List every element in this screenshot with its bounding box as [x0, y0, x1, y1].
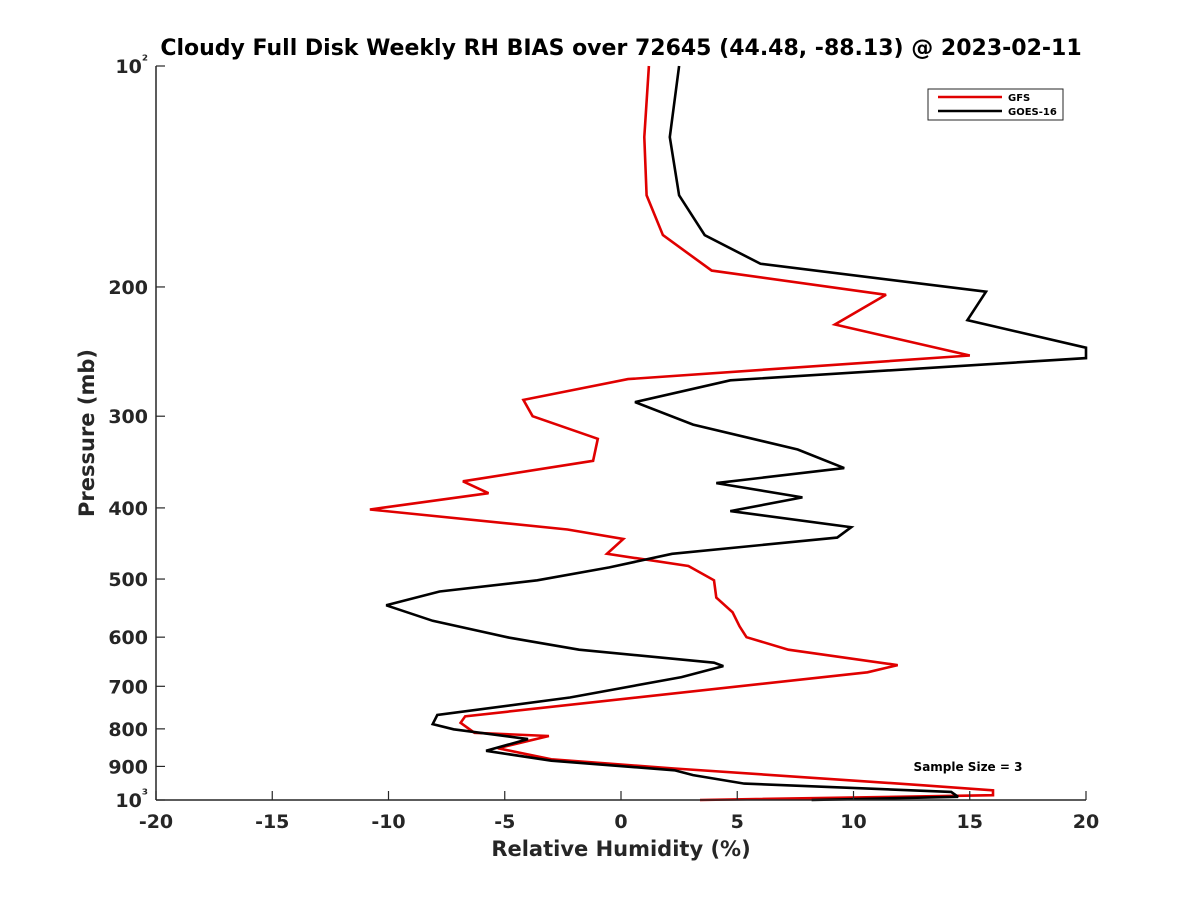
y-tick-label: 10³: [115, 787, 148, 812]
y-axis: 10² 200 300 400 500 600 700 800 900 10³: [108, 53, 165, 812]
y-tick-label: 600: [108, 627, 148, 649]
y-axis-label: Pressure (mb): [75, 349, 99, 517]
x-tick-label: -5: [494, 811, 515, 833]
y-tick-label: 400: [108, 498, 148, 520]
legend-box: [927, 88, 1064, 121]
legend-label-gfs: GFS: [1008, 93, 1030, 104]
series-line-goes16: [385, 65, 1088, 802]
x-tick-label: 10: [840, 811, 866, 833]
y-tick-label: 300: [108, 406, 148, 428]
legend-label-goes16: GOES-16: [1008, 107, 1057, 118]
plot-area: [369, 65, 1088, 802]
x-tick-label: -15: [255, 811, 289, 833]
y-tick-label: 200: [108, 277, 148, 299]
x-tick-label: -10: [371, 811, 405, 833]
y-tick-label: 500: [108, 569, 148, 591]
x-tick-label: -20: [139, 811, 173, 833]
y-tick-label: 800: [108, 719, 148, 741]
sample-size-annotation: Sample Size = 3: [914, 760, 1023, 774]
x-tick-label: 0: [614, 811, 627, 833]
x-tick-label: 15: [957, 811, 983, 833]
x-tick-label: 5: [731, 811, 744, 833]
y-tick-label: 700: [108, 676, 148, 698]
y-tick-label: 900: [108, 756, 148, 778]
series-line-gfs: [369, 65, 995, 802]
x-tick-label: 20: [1073, 811, 1099, 833]
legend: GFS GOES-16: [927, 88, 1064, 121]
x-axis: -20 -15 -10 -5 0 5 10 15 20: [139, 791, 1099, 833]
chart-title: Cloudy Full Disk Weekly RH BIAS over 726…: [160, 36, 1081, 61]
x-axis-label: Relative Humidity (%): [491, 837, 750, 861]
y-tick-label: 10²: [115, 53, 148, 78]
